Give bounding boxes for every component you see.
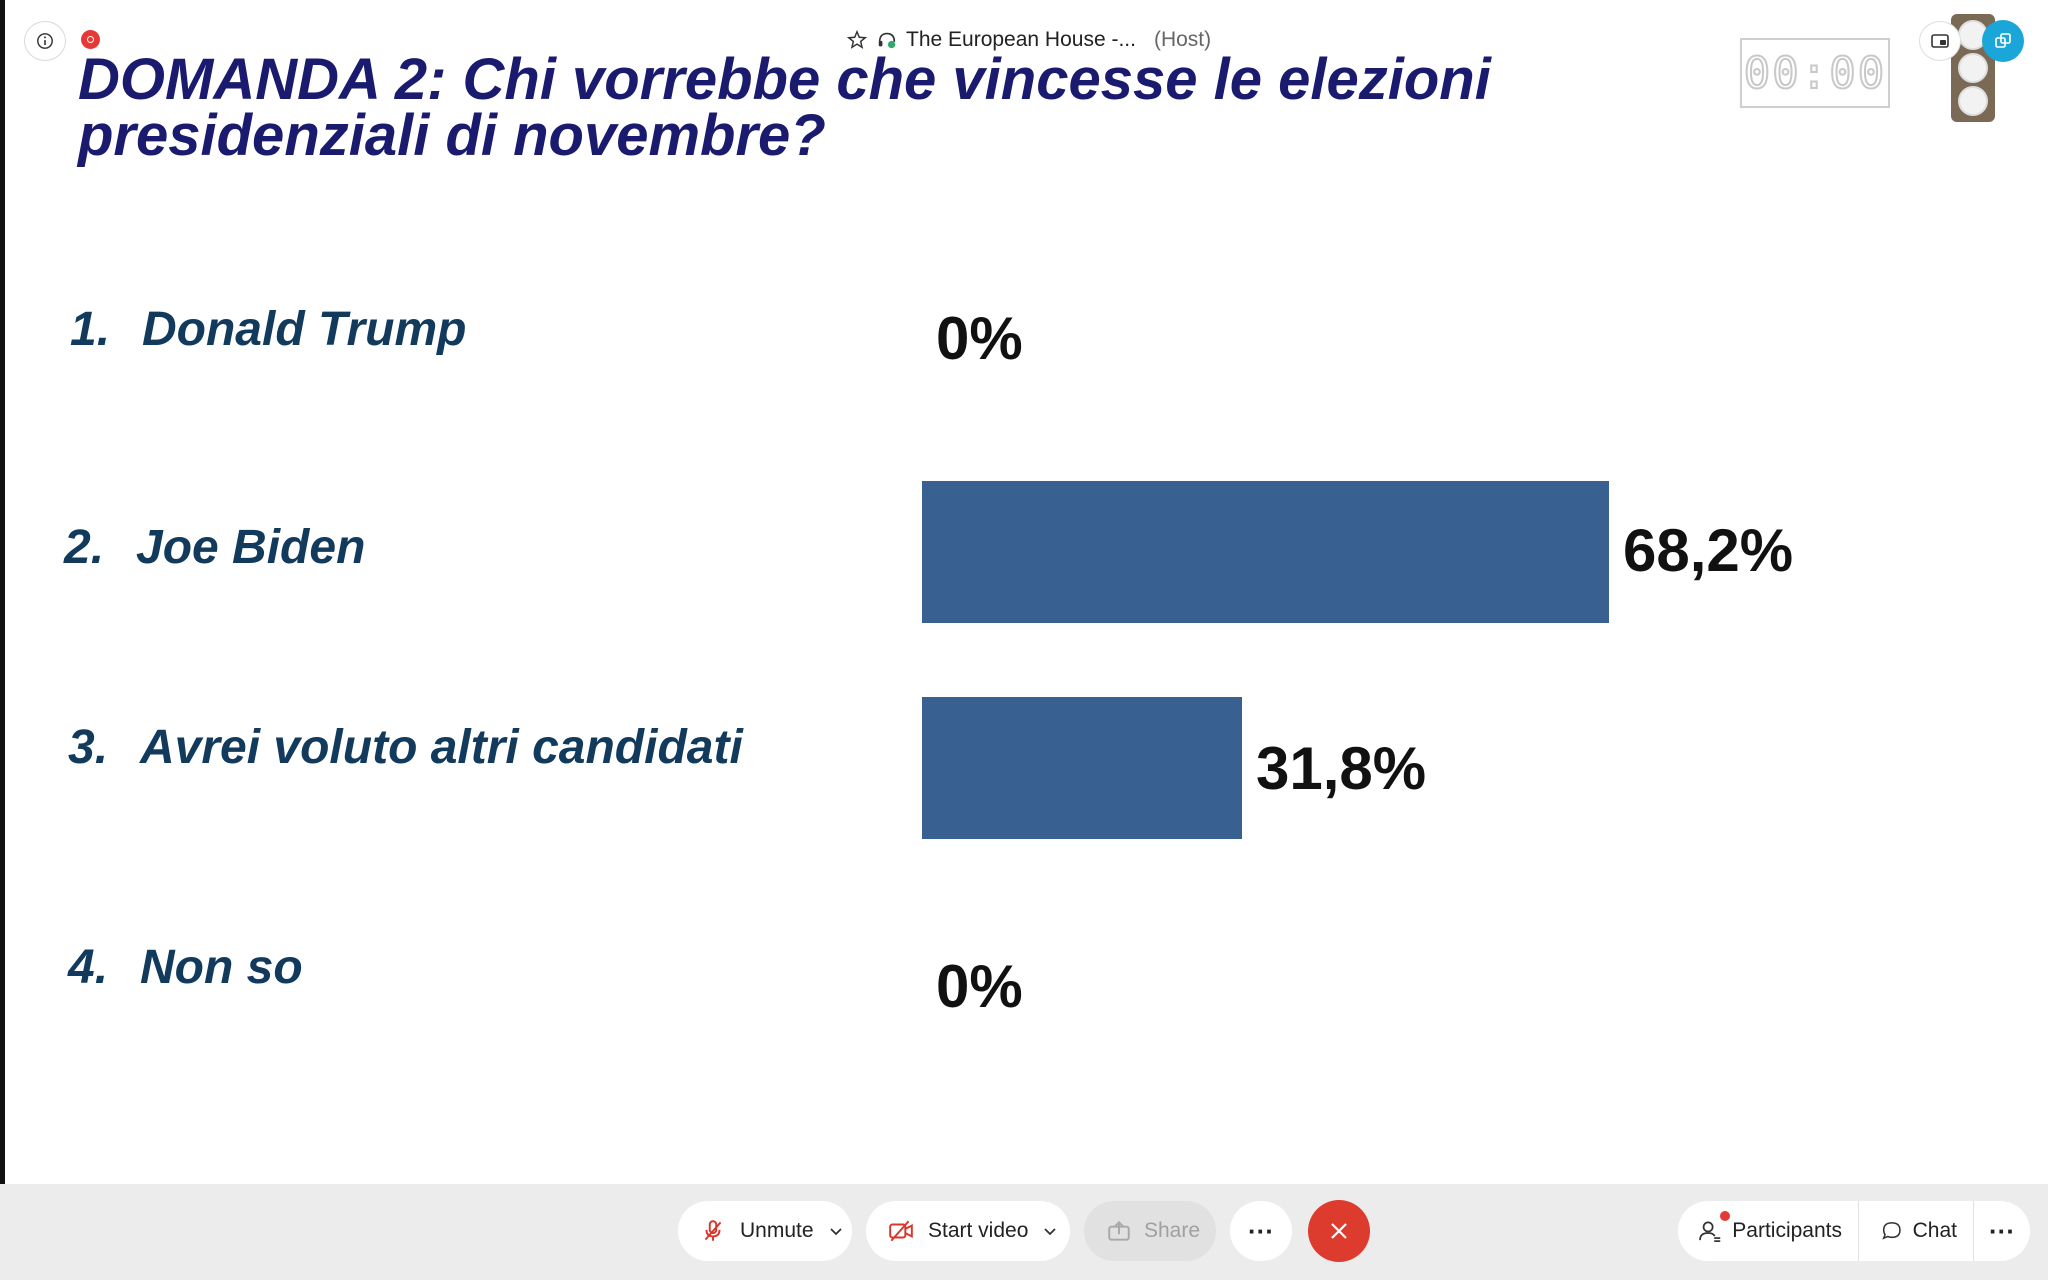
chat-icon [1882,1222,1901,1240]
more-icon: ··· [1989,1215,2015,1246]
video-off-icon [889,1220,913,1242]
meeting-title-bar: The European House -... (Host) [846,26,1211,54]
pin-icon[interactable] [846,29,868,51]
share-icon [1108,1220,1130,1241]
result-percentage: 0% [936,305,1023,372]
result-percentage: 31,8% [1256,735,1427,802]
traffic-lamp [1958,86,1988,117]
option-text: Joe Biden [136,521,366,574]
slide-timer: 00:00 [1740,38,1890,108]
option-text: Non so [140,941,303,994]
left-screen-edge [0,0,5,1184]
host-role-label: (Host) [1153,28,1212,51]
meeting-info-button[interactable] [24,21,66,61]
option-label: 3. Avrei voluto altri candidati [68,720,743,775]
option-label: 2. Joe Biden [64,520,365,575]
result-percentage: 68,2% [1623,517,1794,584]
participants-icon [1699,1221,1721,1242]
info-icon [37,33,53,49]
participants-label: Participants [1732,1219,1842,1242]
chat-button[interactable]: Chat [1859,1201,1973,1261]
notification-dot [1720,1211,1730,1221]
picture-in-picture-button[interactable] [1919,21,1961,61]
expand-button[interactable] [1982,20,2024,62]
chevron-down-icon[interactable] [1042,1223,1058,1239]
option-number: 2. [64,521,105,574]
chevron-down-icon[interactable] [828,1223,844,1239]
share-label: Share [1144,1219,1201,1242]
start-video-button[interactable]: Start video [866,1201,1070,1261]
more-panels-button[interactable]: ··· [1974,1201,2030,1261]
slide-title: DOMANDA 2: Chi vorrebbe che vincesse le … [78,47,1491,168]
mic-muted-icon [704,1220,722,1241]
unmute-label: Unmute [740,1219,814,1242]
expand-icon [1995,33,2011,48]
leave-meeting-button[interactable] [1308,1200,1370,1262]
share-button[interactable]: Share [1084,1201,1216,1261]
option-text: Donald Trump [142,303,467,356]
traffic-lamp [1958,52,1988,83]
close-icon [1331,1223,1347,1239]
participants-button[interactable]: Participants [1678,1201,1858,1261]
audio-connection-icon [878,32,896,49]
result-percentage: 0% [936,953,1023,1020]
option-text: Avrei voluto altri candidati [140,721,743,774]
divider [1858,1201,1859,1261]
meeting-title: The European House -... [906,28,1136,51]
option-number: 3. [68,721,109,774]
unmute-button[interactable]: Unmute [678,1201,852,1261]
start-video-label: Start video [928,1219,1029,1242]
panel-buttons-group: Participants Chat ··· [1678,1201,2030,1261]
picture-in-picture-icon [1931,34,1949,48]
result-bar [922,481,1609,623]
more-icon: ··· [1248,1215,1274,1246]
recording-indicator-icon[interactable] [81,30,100,49]
option-number: 1. [70,303,111,356]
divider [1973,1201,1974,1261]
chat-label: Chat [1912,1219,1957,1242]
result-bar [922,697,1242,839]
option-label: 4. Non so [68,940,303,995]
option-label: 1. Donald Trump [70,302,466,357]
more-options-button[interactable]: ··· [1230,1201,1292,1261]
option-number: 4. [68,941,109,994]
